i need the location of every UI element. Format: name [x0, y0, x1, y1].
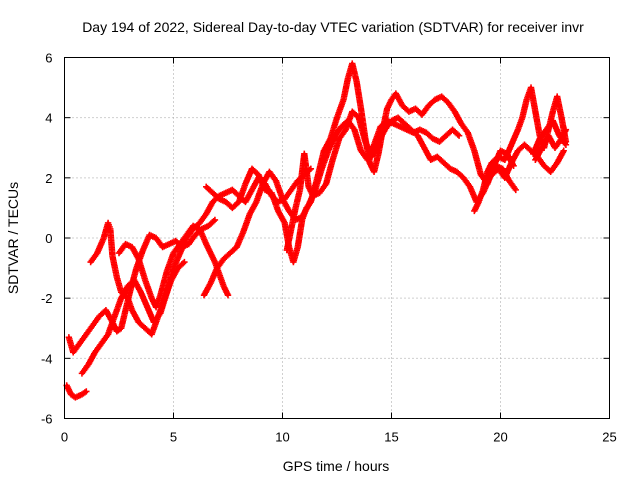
data-point	[455, 132, 463, 139]
data-points	[63, 60, 570, 401]
y-tick-label: 2	[45, 171, 52, 186]
plot-frame	[64, 57, 610, 419]
data-point	[211, 216, 219, 224]
chart-title: Day 194 of 2022, Sidereal Day-to-day VTE…	[82, 19, 584, 35]
x-tick-label: 0	[61, 430, 68, 445]
satellite-track-7	[203, 60, 517, 266]
data-point-interp	[210, 217, 217, 225]
data-point-interp	[179, 260, 187, 267]
data-point	[560, 147, 567, 154]
y-axis-label: SDTVAR / TECUs	[5, 182, 21, 294]
y-tick-label: 6	[45, 51, 52, 66]
data-point-interp	[454, 131, 461, 138]
satellite-track-11	[530, 117, 570, 157]
satellite-track-1	[63, 382, 90, 401]
y-tick-label: 0	[45, 231, 52, 246]
data-point	[83, 388, 90, 395]
y-tick-label: 4	[45, 111, 52, 126]
y-tick-label: -6	[41, 412, 53, 427]
satellite-track-12	[532, 126, 570, 163]
x-axis-label: GPS time / hours	[283, 458, 390, 474]
x-tick-label: 25	[602, 430, 616, 445]
x-tick-label: 10	[275, 430, 289, 445]
data-point	[181, 258, 188, 266]
data-point	[224, 291, 232, 299]
x-tick-label: 20	[493, 430, 507, 445]
x-tick-label: 15	[384, 430, 398, 445]
satellite-track-4	[87, 219, 188, 338]
x-tick-label: 5	[170, 430, 177, 445]
data-point	[562, 126, 570, 133]
data-point	[562, 141, 570, 148]
y-tick-label: -4	[41, 351, 53, 366]
y-tick-label: -2	[41, 291, 53, 306]
data-point	[512, 186, 519, 194]
